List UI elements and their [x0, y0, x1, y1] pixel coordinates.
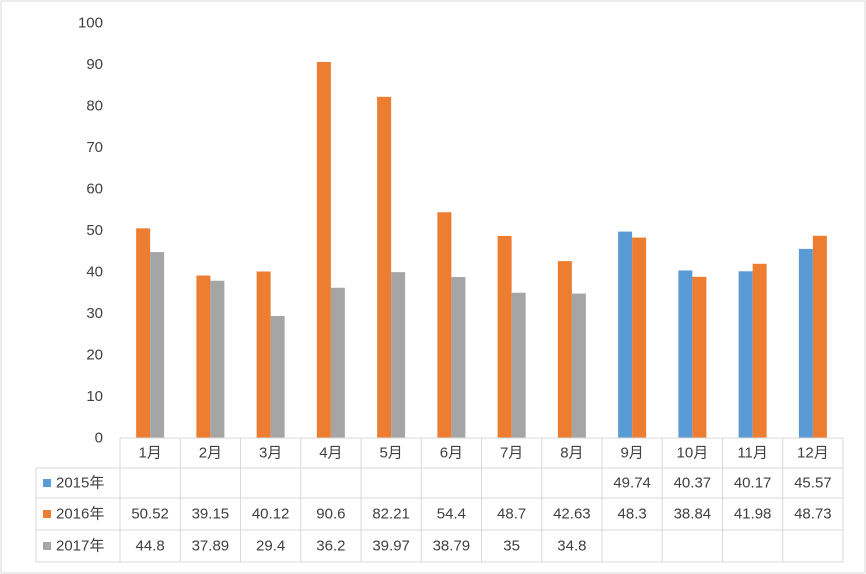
bar: [136, 228, 151, 438]
y-tick-label: 90: [86, 56, 103, 73]
x-category-label: 7月: [500, 445, 523, 462]
x-category-label: 5月: [379, 445, 402, 462]
bar: [196, 275, 211, 438]
bar: [678, 270, 693, 438]
legend-label: 2016年: [56, 506, 104, 523]
y-tick-label: 40: [86, 264, 103, 281]
bar: [571, 293, 586, 438]
data-table-cell: 40.12: [252, 506, 290, 523]
bar: [738, 271, 753, 438]
data-table-cell: 41.98: [734, 506, 772, 523]
data-table-cell: 48.73: [794, 506, 832, 523]
data-table-cell: 42.63: [553, 506, 591, 523]
legend-key: [43, 479, 51, 487]
data-table-cell: 39.15: [192, 506, 230, 523]
data-table-cell: 48.3: [618, 506, 647, 523]
bar: [330, 287, 345, 438]
y-tick-label: 70: [86, 139, 103, 156]
bar: [256, 271, 271, 438]
y-tick-label: 20: [86, 347, 103, 364]
bar: [451, 277, 466, 438]
bar: [692, 276, 707, 438]
legend-label: 2015年: [56, 475, 104, 492]
y-tick-label: 80: [86, 98, 103, 115]
y-tick-label: 30: [86, 305, 103, 322]
x-category-label: 1月: [138, 445, 161, 462]
bar: [557, 261, 572, 438]
data-table-cell: 54.4: [437, 506, 466, 523]
x-category-label: 11月: [737, 445, 768, 462]
data-table-cell: 50.52: [131, 506, 169, 523]
x-category-label: 4月: [319, 445, 342, 462]
y-tick-label: 50: [86, 222, 103, 239]
y-tick-label: 10: [86, 388, 103, 405]
data-table-cell: 40.17: [734, 475, 772, 492]
data-table-cell: 48.7: [497, 506, 526, 523]
bar: [270, 315, 285, 438]
bar: [632, 237, 647, 438]
x-category-label: 2月: [199, 445, 222, 462]
x-category-label: 3月: [259, 445, 282, 462]
bar: [497, 235, 512, 438]
data-table-cell: 29.4: [256, 538, 285, 555]
bar: [210, 280, 225, 438]
data-table-cell: 37.89: [192, 538, 230, 555]
data-table-cell: 82.21: [372, 506, 410, 523]
data-table-cell: 39.97: [372, 538, 410, 555]
data-table-cell: 90.6: [316, 506, 345, 523]
bar: [511, 292, 526, 438]
legend-key: [43, 510, 51, 518]
bar: [391, 272, 406, 438]
bar: [377, 96, 392, 439]
data-table-cell: 45.57: [794, 475, 832, 492]
x-category-label: 6月: [440, 445, 463, 462]
bar: [812, 235, 827, 438]
bar: [437, 212, 452, 438]
data-table-cell: 40.37: [674, 475, 712, 492]
y-tick-label: 100: [78, 15, 103, 32]
bar: [798, 248, 813, 438]
data-table-cell: 38.84: [674, 506, 712, 523]
bar: [752, 263, 767, 438]
y-tick-label: 0: [95, 430, 103, 447]
data-table-cell: 36.2: [316, 538, 345, 555]
data-table-cell: 34.8: [557, 538, 586, 555]
bar: [618, 231, 633, 438]
legend-key: [43, 542, 51, 550]
y-tick-label: 60: [86, 181, 103, 198]
x-category-label: 8月: [560, 445, 583, 462]
data-table-cell: 49.74: [613, 475, 651, 492]
data-table-cell: 38.79: [433, 538, 471, 555]
x-category-label: 9月: [620, 445, 643, 462]
legend-label: 2017年: [56, 538, 104, 555]
data-table-cell: 35: [503, 538, 520, 555]
bar: [316, 62, 331, 438]
x-category-label: 12月: [797, 445, 829, 462]
data-table-cell: 44.8: [136, 538, 165, 555]
x-category-label: 10月: [677, 445, 709, 462]
bar: [150, 252, 165, 438]
